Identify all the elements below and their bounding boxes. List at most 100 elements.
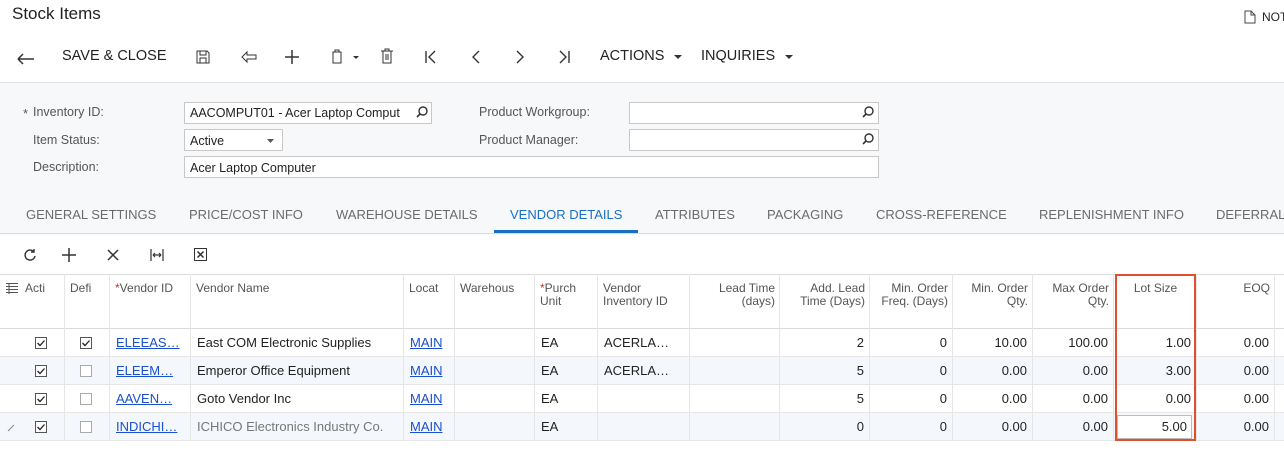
cell-link[interactable]: MAIN	[410, 363, 443, 378]
field-value: Acer Laptop Computer	[190, 161, 316, 175]
column-header[interactable]: Add. Lead Time (Days)	[780, 282, 870, 308]
checkbox[interactable]	[34, 393, 47, 405]
tab[interactable]: CROSS-REFERENCE	[876, 207, 1007, 222]
product-manager-input[interactable]	[629, 129, 879, 151]
column-header[interactable]: Max Order Qty.	[1033, 282, 1114, 308]
cell: 10.00	[994, 335, 1027, 350]
column-header[interactable]: Warehous	[455, 282, 535, 295]
cell: 0.00	[1082, 363, 1108, 378]
cell: EA	[541, 419, 559, 434]
tab[interactable]: WAREHOUSE DETAILS	[336, 207, 478, 222]
cell: 5	[856, 391, 864, 406]
search-icon[interactable]	[416, 106, 428, 118]
field-label: Inventory ID:	[33, 105, 104, 119]
cell-link[interactable]: MAIN	[410, 391, 443, 406]
column-header[interactable]: EOQ	[1197, 282, 1275, 295]
checkbox[interactable]	[79, 337, 92, 349]
grid-row	[0, 329, 1284, 357]
next-button[interactable]	[515, 50, 525, 64]
delete-row-button[interactable]	[107, 249, 119, 261]
checkbox[interactable]	[79, 393, 92, 405]
column-divider	[689, 274, 690, 441]
export-excel-button[interactable]	[194, 248, 207, 261]
field-label: Description:	[33, 160, 99, 174]
fit-columns-button[interactable]	[150, 249, 164, 261]
cell-link[interactable]: ELEEM…	[116, 363, 174, 378]
grid-row	[0, 413, 1284, 441]
column-header[interactable]: Lead Time (days)	[690, 282, 780, 308]
undo-button[interactable]	[241, 50, 257, 64]
field-label: Item Status:	[33, 133, 100, 147]
copy-paste-button[interactable]	[331, 49, 361, 64]
refresh-button[interactable]	[24, 249, 36, 261]
tab[interactable]: PACKAGING	[767, 207, 844, 222]
product-workgroup-input[interactable]	[629, 102, 879, 124]
cell: 0.00	[1243, 335, 1269, 350]
tab[interactable]: REPLENISHMENT INFO	[1039, 207, 1184, 222]
add-row-button[interactable]	[62, 248, 76, 262]
tab[interactable]: PRICE/COST INFO	[189, 207, 303, 222]
delete-button[interactable]	[381, 48, 393, 64]
column-divider	[597, 274, 598, 441]
notes-icon[interactable]	[1244, 10, 1256, 24]
edit-cell[interactable]	[1117, 415, 1192, 439]
search-icon[interactable]	[862, 106, 874, 118]
column-divider	[1274, 274, 1275, 441]
tab[interactable]: ATTRIBUTES	[655, 207, 735, 222]
inquiries-caret	[785, 55, 793, 59]
cell: 0	[939, 419, 947, 434]
tab[interactable]: GENERAL SETTINGS	[26, 207, 157, 222]
save-close-button[interactable]: SAVE & CLOSE	[62, 48, 167, 64]
column-header-label: Min. Order Qty.	[971, 281, 1028, 308]
cell: 5	[856, 363, 864, 378]
checkbox[interactable]	[34, 421, 47, 433]
cell-link[interactable]: ELEEAS…	[116, 335, 180, 350]
tab[interactable]: DEFERRAL	[1216, 207, 1284, 222]
cell: 0.00	[1082, 391, 1108, 406]
column-header[interactable]: Defi	[65, 282, 110, 295]
search-icon[interactable]	[862, 133, 874, 145]
column-header[interactable]: Locat	[404, 282, 455, 295]
checkbox[interactable]	[34, 365, 47, 377]
item-status-select[interactable]	[184, 129, 283, 151]
cell: EA	[541, 363, 559, 378]
notes-button[interactable]: NOTES	[1262, 10, 1284, 24]
column-header[interactable]: * Purch Unit	[535, 282, 598, 308]
tab[interactable]: VENDOR DETAILS	[510, 207, 623, 222]
description-input[interactable]	[184, 156, 879, 178]
back-button[interactable]	[17, 53, 35, 65]
required-mark: *	[23, 106, 29, 121]
page-title: Stock Items	[12, 4, 101, 23]
actions-menu[interactable]: ACTIONS	[600, 48, 665, 64]
column-config-icon[interactable]	[6, 283, 18, 294]
column-header[interactable]: Min. Order Freq. (Days)	[870, 282, 953, 308]
checkbox[interactable]	[79, 421, 92, 433]
active-tab-underline	[494, 230, 638, 233]
cell-link[interactable]: MAIN	[410, 335, 443, 350]
add-button[interactable]	[285, 50, 299, 64]
column-header[interactable]: Acti	[20, 282, 65, 295]
required-mark: *	[540, 281, 545, 295]
column-header-label: Warehous	[460, 281, 515, 295]
last-button[interactable]	[558, 50, 570, 64]
checkbox[interactable]	[34, 337, 47, 349]
checkbox[interactable]	[79, 365, 92, 377]
column-header[interactable]: Lot Size	[1114, 282, 1197, 295]
inquiries-menu[interactable]: INQUIRIES	[701, 48, 776, 64]
cell-link[interactable]: AAVEN…	[116, 391, 173, 406]
column-header[interactable]: Vendor Inventory ID	[598, 282, 690, 308]
column-header[interactable]: * Vendor ID	[110, 282, 191, 295]
column-divider	[190, 274, 191, 441]
first-button[interactable]	[425, 50, 437, 64]
cell-link[interactable]: INDICHI…	[116, 419, 178, 434]
previous-button[interactable]	[471, 50, 481, 64]
cell-link[interactable]: MAIN	[410, 419, 443, 434]
column-header[interactable]: Min. Order Qty.	[953, 282, 1033, 308]
column-header[interactable]: Vendor Name	[191, 282, 404, 295]
edit-row-indicator	[7, 424, 15, 432]
save-button[interactable]	[196, 50, 210, 64]
inventory-id-input[interactable]	[184, 102, 432, 124]
column-header-label: EOQ	[1243, 281, 1270, 295]
highlight-box	[1115, 274, 1196, 441]
cell: Emperor Office Equipment	[197, 363, 350, 378]
